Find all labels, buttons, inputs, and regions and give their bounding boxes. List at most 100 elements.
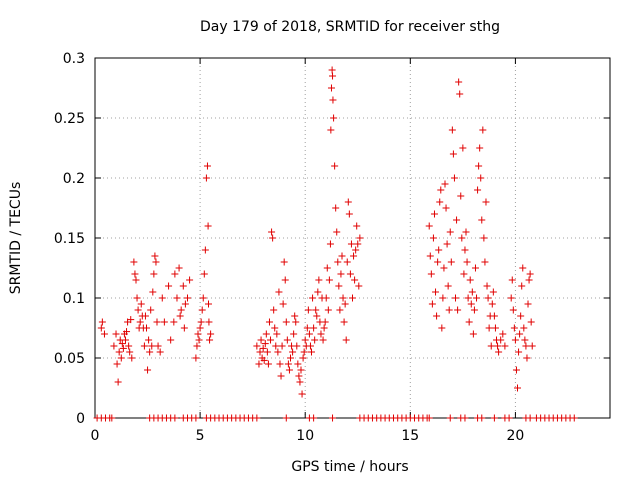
data-point bbox=[121, 336, 129, 344]
data-point bbox=[100, 330, 108, 338]
data-point bbox=[119, 344, 127, 352]
data-point bbox=[458, 234, 466, 242]
data-point bbox=[267, 336, 275, 344]
data-point bbox=[115, 348, 123, 356]
data-point bbox=[468, 288, 476, 296]
data-point bbox=[268, 228, 276, 236]
data-point bbox=[333, 228, 341, 236]
data-point bbox=[294, 360, 302, 368]
data-point bbox=[295, 372, 303, 380]
data-point bbox=[328, 66, 336, 74]
data-point bbox=[447, 258, 455, 266]
data-point bbox=[204, 222, 212, 230]
data-point bbox=[183, 294, 191, 302]
data-point bbox=[430, 210, 438, 218]
data-point bbox=[352, 246, 360, 254]
data-point bbox=[131, 270, 139, 278]
data-point bbox=[337, 270, 345, 278]
data-point bbox=[481, 258, 489, 266]
data-point bbox=[278, 342, 286, 350]
data-point bbox=[474, 186, 482, 194]
data-point bbox=[175, 264, 183, 272]
data-point bbox=[285, 366, 293, 374]
data-point bbox=[525, 276, 533, 284]
data-point bbox=[257, 336, 265, 344]
data-point bbox=[310, 414, 318, 422]
data-point bbox=[312, 306, 320, 314]
data-point bbox=[340, 318, 348, 326]
data-point bbox=[271, 324, 279, 332]
data-point bbox=[200, 270, 208, 278]
data-point bbox=[353, 222, 361, 230]
data-point bbox=[427, 270, 435, 278]
data-point bbox=[475, 162, 483, 170]
data-points bbox=[93, 66, 578, 422]
data-point bbox=[315, 276, 323, 284]
data-point bbox=[291, 312, 299, 320]
data-point bbox=[179, 282, 187, 290]
data-point bbox=[273, 330, 281, 338]
data-point bbox=[289, 348, 297, 356]
data-point bbox=[311, 336, 319, 344]
data-point bbox=[448, 126, 456, 134]
data-point bbox=[476, 144, 484, 152]
data-point bbox=[455, 78, 463, 86]
data-point bbox=[471, 264, 479, 272]
data-point bbox=[125, 342, 133, 350]
data-point bbox=[515, 348, 523, 356]
x-tick-label: 10 bbox=[296, 428, 314, 444]
data-point bbox=[261, 340, 269, 348]
data-point bbox=[202, 174, 210, 182]
data-point bbox=[429, 234, 437, 242]
data-point bbox=[432, 288, 440, 296]
data-point bbox=[186, 276, 194, 284]
data-point bbox=[351, 276, 359, 284]
x-tick-label: 15 bbox=[401, 428, 419, 444]
data-point bbox=[473, 294, 481, 302]
data-point bbox=[347, 240, 355, 248]
data-point bbox=[180, 324, 188, 332]
data-point bbox=[522, 342, 530, 350]
data-point bbox=[298, 390, 306, 398]
data-point bbox=[137, 300, 145, 308]
data-point bbox=[329, 414, 337, 422]
data-point bbox=[460, 270, 468, 278]
data-point bbox=[482, 198, 490, 206]
data-point bbox=[478, 216, 486, 224]
data-point bbox=[332, 204, 340, 212]
chart-title: Day 179 of 2018, SRMTID for receiver sth… bbox=[200, 19, 500, 35]
data-point bbox=[449, 150, 457, 158]
data-point bbox=[167, 336, 175, 344]
data-point bbox=[480, 234, 488, 242]
data-point bbox=[274, 348, 282, 356]
data-point bbox=[436, 198, 444, 206]
data-point bbox=[171, 270, 179, 278]
data-point bbox=[356, 234, 364, 242]
data-point bbox=[197, 318, 205, 326]
data-point bbox=[301, 336, 309, 344]
data-point bbox=[495, 348, 503, 356]
data-point bbox=[293, 342, 301, 350]
data-point bbox=[517, 312, 525, 320]
data-point bbox=[170, 318, 178, 326]
data-point bbox=[270, 306, 278, 314]
data-point bbox=[509, 306, 517, 314]
data-point bbox=[345, 210, 353, 218]
data-point bbox=[528, 342, 536, 350]
data-point bbox=[303, 324, 311, 332]
data-point bbox=[205, 300, 213, 308]
data-point bbox=[338, 252, 346, 260]
data-point bbox=[196, 324, 204, 332]
data-point bbox=[446, 228, 454, 236]
data-point bbox=[134, 306, 142, 314]
data-point bbox=[259, 344, 267, 352]
data-point bbox=[344, 198, 352, 206]
y-tick-label: 0.15 bbox=[54, 231, 85, 247]
data-point bbox=[511, 336, 519, 344]
x-tick-label: 20 bbox=[506, 428, 524, 444]
data-point bbox=[440, 264, 448, 272]
data-point bbox=[467, 300, 475, 308]
data-point bbox=[426, 252, 434, 260]
data-point bbox=[145, 336, 153, 344]
data-point bbox=[329, 72, 337, 80]
